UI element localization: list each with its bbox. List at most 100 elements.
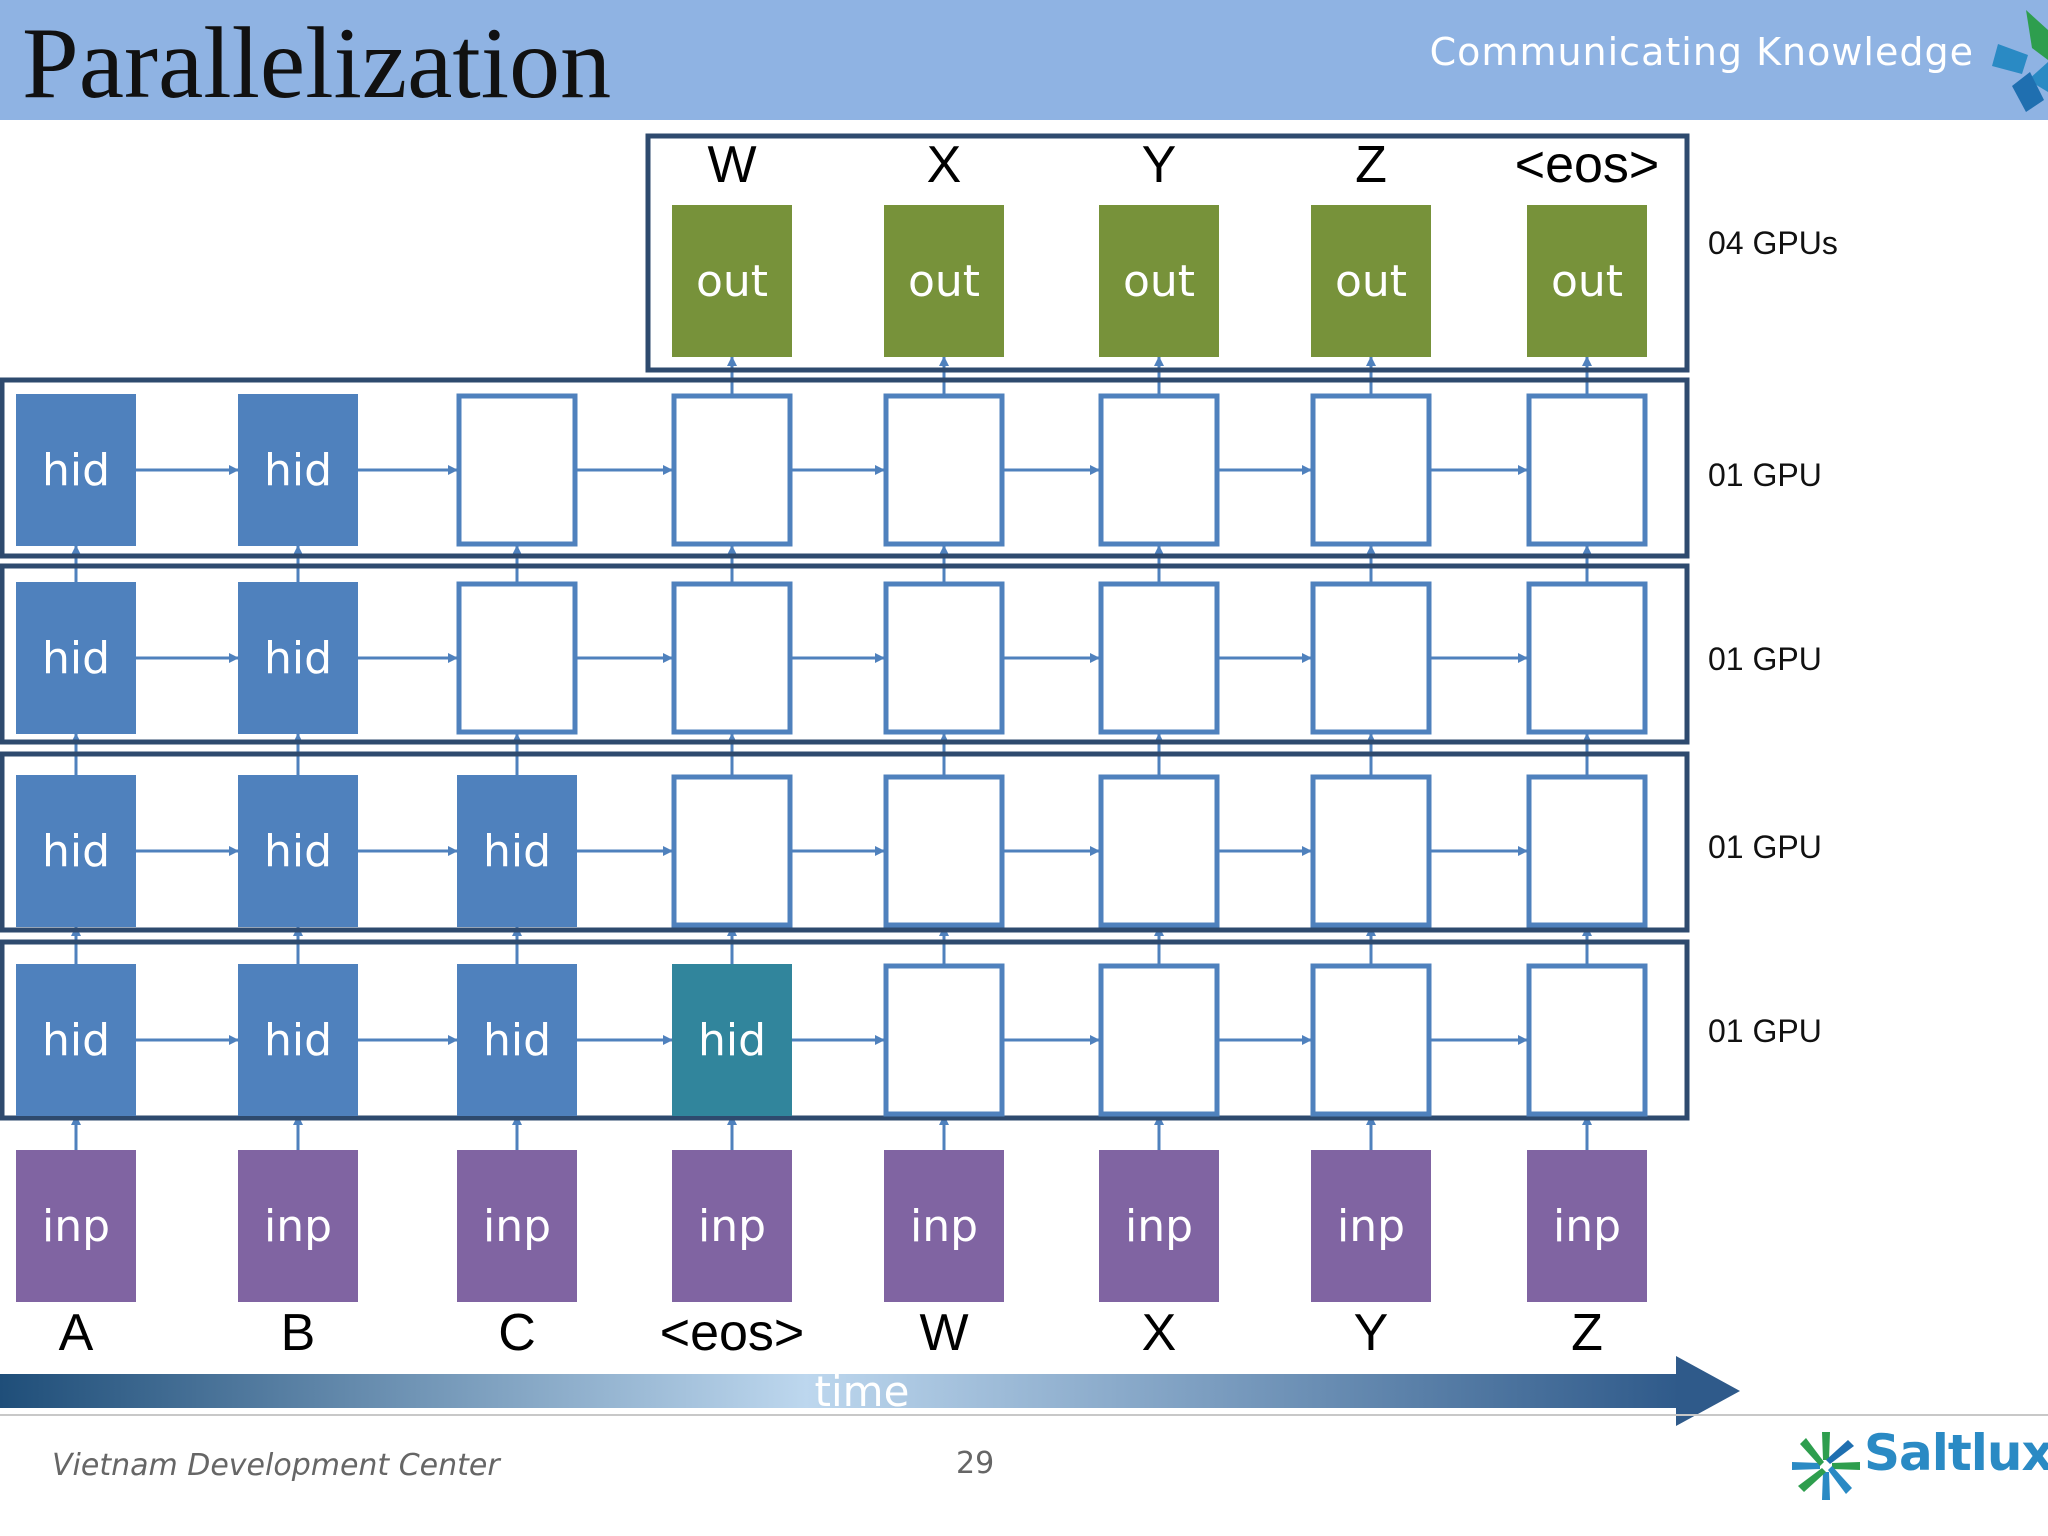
hid-cell-label: hid	[42, 633, 110, 684]
star-logo-icon	[1992, 10, 2048, 112]
empty-hid-cell	[1310, 393, 1432, 547]
hid-cell-label: hid	[42, 445, 110, 496]
input-token: <eos>	[660, 1304, 805, 1362]
hid-cell-label: hid	[264, 826, 332, 877]
diagram-labels: W X Y Z <eos> A B C <eos> W X Y Z 04 GPUs 01 GPU 01 GPU…	[59, 136, 1838, 1362]
gpu-frames	[0, 133, 1690, 1121]
inp-cell-label: inp	[1553, 1201, 1621, 1252]
output-token: <eos>	[1515, 136, 1660, 194]
out-cell	[672, 205, 792, 357]
gpu-label: 01 GPU	[1708, 641, 1822, 677]
hid-cell-label: hid	[483, 1015, 551, 1066]
hid-cell-label: hid	[698, 1015, 766, 1066]
hid-cell	[16, 582, 136, 734]
inp-cell	[238, 1150, 358, 1302]
slide-tagline: Communicating Knowledge	[1429, 30, 1974, 74]
empty-hid-cell	[456, 393, 578, 547]
time-arrow-shaft	[0, 1374, 1680, 1408]
out-cell	[1311, 205, 1431, 357]
empty-hid-cell	[1526, 581, 1648, 735]
gpu-label: 01 GPU	[1708, 457, 1822, 493]
input-token: Z	[1571, 1304, 1603, 1362]
hid-cell	[16, 394, 136, 546]
gpu-label: 01 GPU	[1708, 829, 1822, 865]
inp-cell	[1099, 1150, 1219, 1302]
empty-hid-cell	[1310, 963, 1432, 1117]
input-token: C	[498, 1304, 536, 1362]
input-token: A	[59, 1304, 94, 1362]
hidden-layer-frame	[0, 939, 1690, 1121]
inp-cell-label: inp	[1125, 1201, 1193, 1252]
hidden-layer-frame	[0, 377, 1690, 559]
input-token: Y	[1354, 1304, 1389, 1362]
inp-cell	[1311, 1150, 1431, 1302]
empty-hid-cell	[1526, 963, 1648, 1117]
time-axis: time	[0, 1356, 2048, 1426]
inp-cell	[672, 1150, 792, 1302]
hid-cell	[457, 964, 577, 1116]
out-cell	[884, 205, 1004, 357]
hid-cell	[238, 394, 358, 546]
hid-cell-label: hid	[42, 1015, 110, 1066]
input-token: W	[919, 1304, 968, 1362]
output-token: Z	[1355, 136, 1387, 194]
empty-hid-cell	[671, 774, 793, 928]
output-token: Y	[1142, 136, 1177, 194]
hid-cell	[238, 775, 358, 927]
out-cell	[1099, 205, 1219, 357]
empty-hid-cell	[671, 581, 793, 735]
empty-hid-cell	[671, 393, 793, 547]
gpu-label: 04 GPUs	[1708, 225, 1838, 261]
hidden-layer-frame	[0, 751, 1690, 933]
cell-grid: hid hid hid hid hid hid hid hid hid hid hid out out o…	[16, 205, 1648, 1302]
output-token: W	[707, 136, 756, 194]
inp-cell-label: inp	[42, 1201, 110, 1252]
out-cell-label: out	[1335, 256, 1407, 307]
hid-cell	[16, 775, 136, 927]
hid-cell-label: hid	[264, 1015, 332, 1066]
empty-hid-cell	[1098, 581, 1220, 735]
slide-title: Parallelization	[22, 7, 612, 120]
inp-cell-label: inp	[1337, 1201, 1405, 1252]
hid-cell-label: hid	[42, 826, 110, 877]
inp-cell	[884, 1150, 1004, 1302]
out-cell	[1527, 205, 1647, 357]
output-gpu-frame	[645, 133, 1690, 373]
empty-hid-cell	[1526, 393, 1648, 547]
empty-hid-cell	[883, 581, 1005, 735]
inp-cell-label: inp	[264, 1201, 332, 1252]
hid-cell	[16, 964, 136, 1116]
output-token: X	[927, 136, 962, 194]
inp-cell-label: inp	[698, 1201, 766, 1252]
hid-cell	[238, 964, 358, 1116]
out-cell-label: out	[696, 256, 768, 307]
brand-logo: Saltlux	[1790, 1420, 2048, 1512]
gpu-label: 01 GPU	[1708, 1013, 1822, 1049]
empty-hid-cell	[883, 774, 1005, 928]
empty-hid-cell	[1526, 774, 1648, 928]
empty-hid-cell	[456, 581, 578, 735]
inp-cell-label: inp	[483, 1201, 551, 1252]
empty-hid-cell	[1098, 774, 1220, 928]
hid-cell	[238, 582, 358, 734]
out-cell-label: out	[1123, 256, 1195, 307]
hid-cell-label: hid	[483, 826, 551, 877]
empty-hid-cell	[1310, 581, 1432, 735]
inp-cell	[457, 1150, 577, 1302]
page-number: 29	[956, 1446, 995, 1481]
out-cell-label: out	[1551, 256, 1623, 307]
inp-cell-label: inp	[910, 1201, 978, 1252]
inp-cell	[1527, 1150, 1647, 1302]
hid-cell	[672, 964, 792, 1116]
out-cell-label: out	[908, 256, 980, 307]
saltlux-star-icon	[1792, 1432, 1860, 1500]
inp-cell	[16, 1150, 136, 1302]
empty-hid-cell	[1098, 393, 1220, 547]
time-arrow-head	[1676, 1356, 1740, 1426]
empty-hid-cell	[1098, 963, 1220, 1117]
time-label: time	[815, 1367, 910, 1416]
input-token: B	[281, 1304, 316, 1362]
input-token: X	[1142, 1304, 1177, 1362]
footer-organization: Vietnam Development Center	[52, 1448, 500, 1483]
